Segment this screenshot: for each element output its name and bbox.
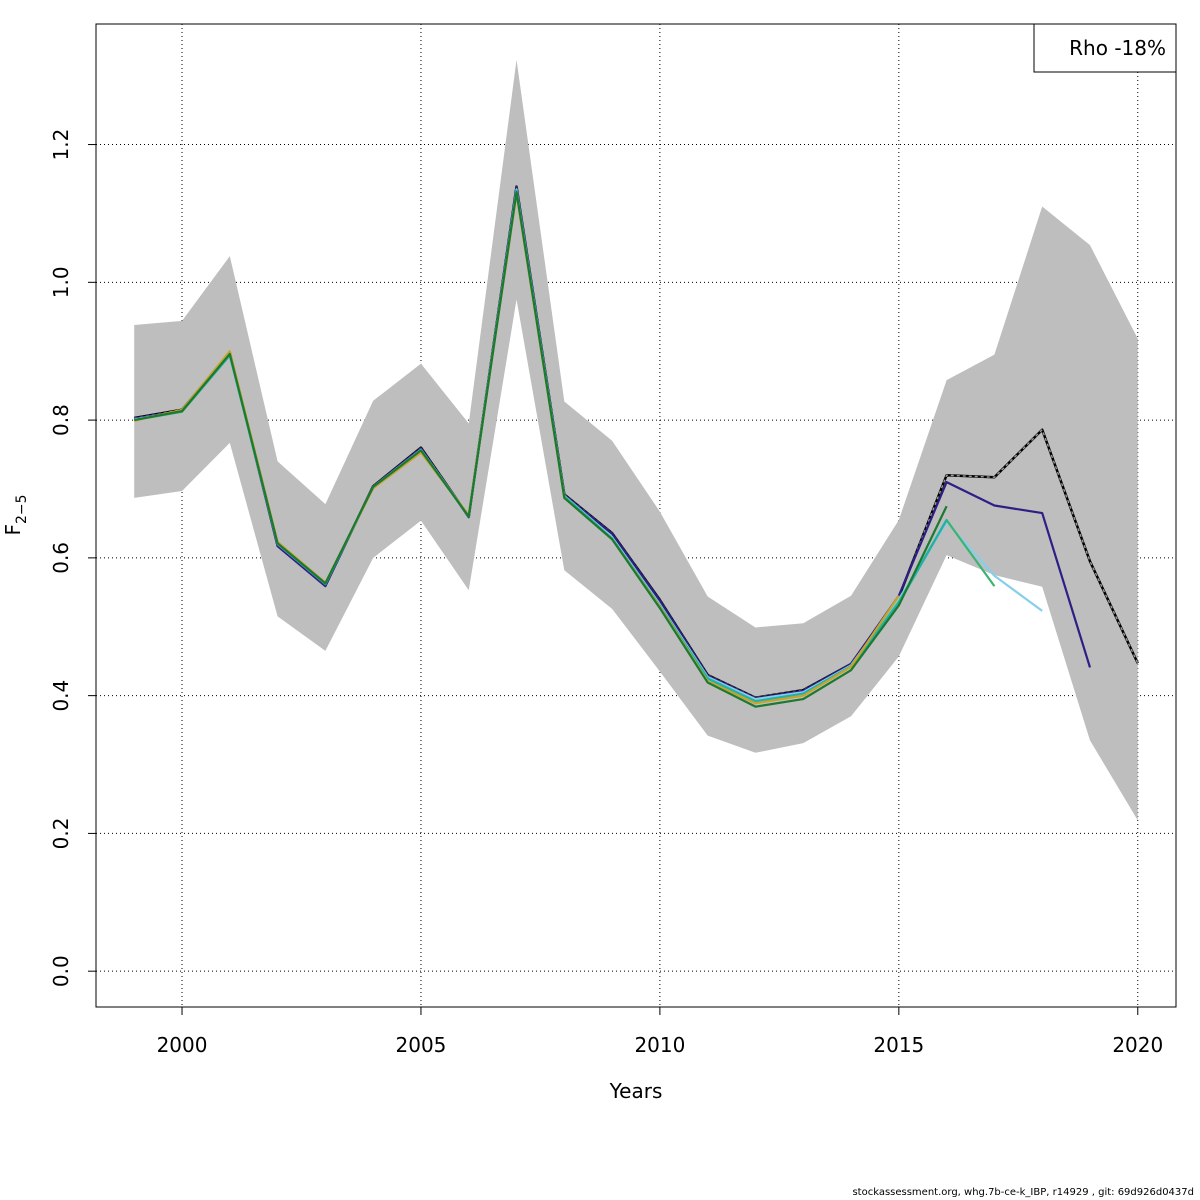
y-axis-title: F2−5	[1, 494, 30, 535]
legend-text: Rho -18%	[1069, 36, 1166, 60]
y-tick-label: 0.4	[49, 680, 73, 712]
x-tick-label: 2010	[634, 1033, 685, 1057]
y-axis: 0.0 0.2 0.4 0.6 0.8 1.0 1.2	[49, 129, 96, 987]
x-tick-label: 2015	[873, 1033, 924, 1057]
series-lines	[133, 185, 1139, 708]
y-tick-label: 0.0	[49, 955, 73, 987]
y-axis-title-main: F	[1, 524, 25, 536]
y-tick-label: 0.6	[49, 542, 73, 574]
y-tick-label: 1.2	[49, 129, 73, 161]
legend-frame	[1033, 23, 1177, 73]
x-tick-label: 2020	[1112, 1033, 1163, 1057]
x-tick-label: 2000	[157, 1033, 208, 1057]
y-tick-label: 0.8	[49, 404, 73, 436]
series-line-6	[134, 190, 948, 708]
x-axis-title: Years	[609, 1079, 663, 1103]
legend-box: Rho -18%	[1033, 23, 1177, 73]
x-tick-label: 2005	[396, 1033, 447, 1057]
y-axis-title-subscript: 2−5	[14, 494, 30, 524]
confidence-band	[134, 59, 1138, 821]
y-tick-label: 1.0	[49, 266, 73, 298]
y-tick-label: 0.2	[49, 818, 73, 850]
confidence-band-area	[134, 59, 1138, 821]
footer-credit: stockassessment.org, whg.7b-ce-k_IBP, r1…	[852, 1187, 1194, 1198]
x-axis: 2000 2005 2010 2015 2020	[157, 1007, 1163, 1057]
plot-border	[95, 23, 1177, 1008]
series-line-1	[134, 186, 1092, 700]
